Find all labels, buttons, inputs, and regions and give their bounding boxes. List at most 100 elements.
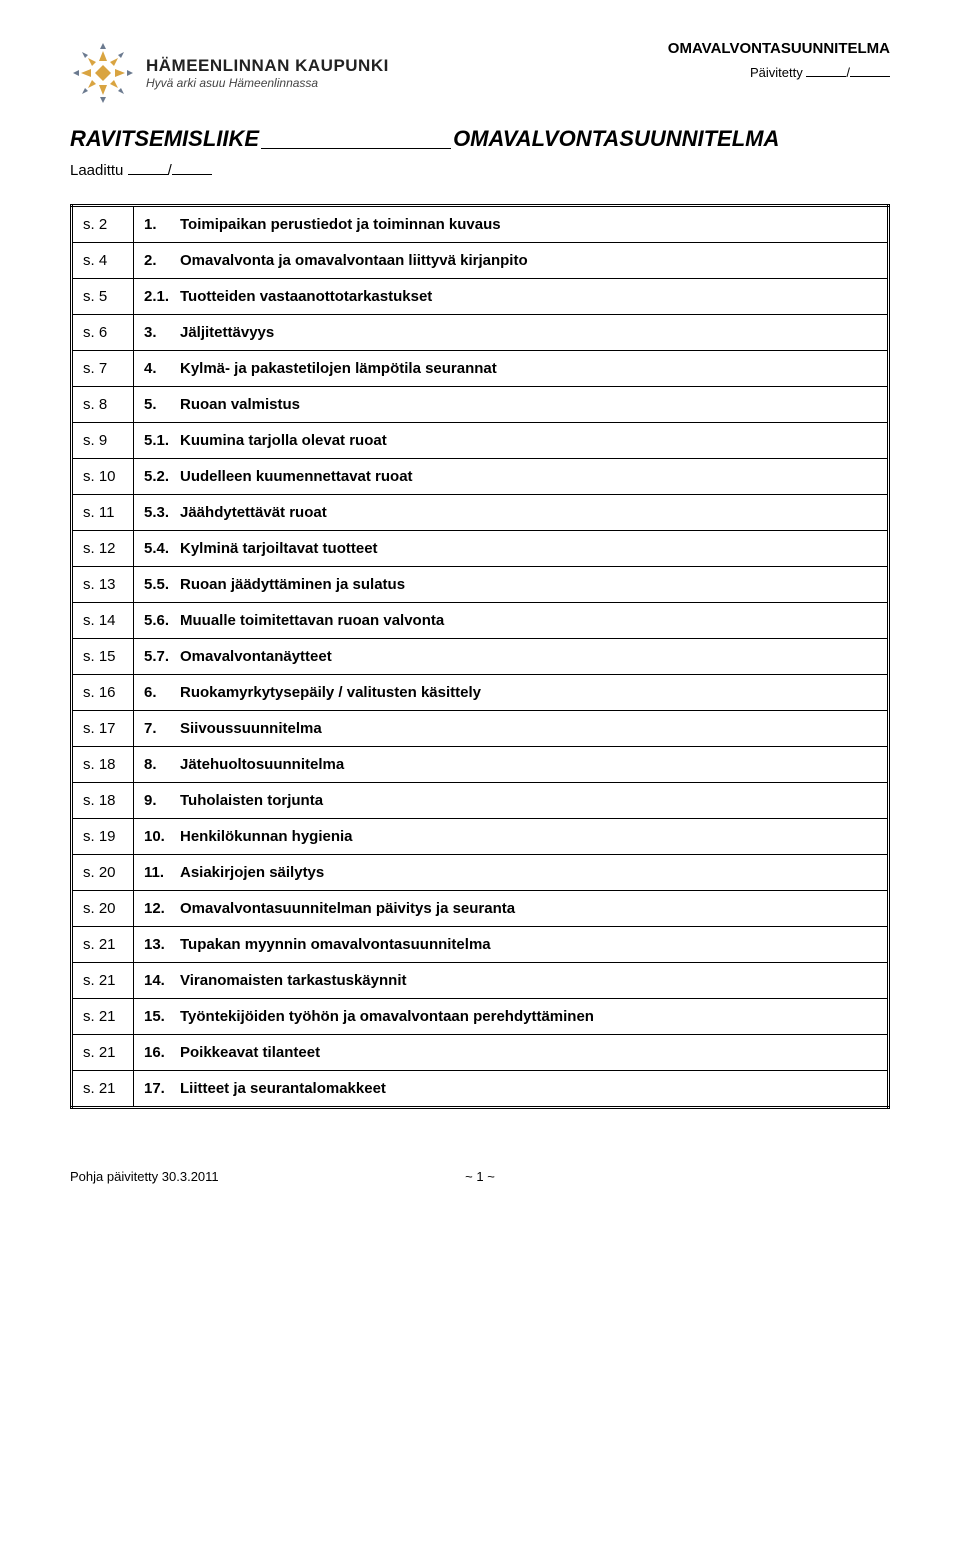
table-row: s. 105.2.Uudelleen kuumennettavat ruoat [72, 459, 889, 495]
doc-title-top: OMAVALVONTASUUNNITELMA [668, 40, 890, 57]
toc-page-cell: s. 20 [72, 855, 134, 891]
toc-desc-cell: 16.Poikkeavat tilanteet [134, 1035, 889, 1071]
title-right: OMAVALVONTASUUNNITELMA [453, 126, 779, 152]
title-blank-line [261, 123, 451, 149]
table-row: s. 188.Jätehuoltosuunnitelma [72, 747, 889, 783]
toc-text: Jäljitettävyys [174, 324, 274, 341]
toc-text: Henkilökunnan hygienia [174, 828, 353, 845]
table-row: s. 63.Jäljitettävyys [72, 315, 889, 351]
header-right: OMAVALVONTASUUNNITELMA Päivitetty / [668, 40, 890, 80]
toc-num: 3. [144, 324, 174, 341]
toc-text: Tuholaisten torjunta [174, 792, 323, 809]
toc-text: Kylminä tarjoiltavat tuotteet [174, 540, 378, 557]
toc-page-cell: s. 5 [72, 279, 134, 315]
toc-page-cell: s. 16 [72, 675, 134, 711]
page-header: HÄMEENLINNAN KAUPUNKI Hyvä arki asuu Häm… [70, 40, 890, 106]
toc-desc-cell: 9.Tuholaisten torjunta [134, 783, 889, 819]
toc-desc-cell: 8.Jätehuoltosuunnitelma [134, 747, 889, 783]
laadittu-label: Laadittu [70, 162, 123, 179]
toc-num: 2. [144, 252, 174, 269]
toc-desc-cell: 5.5.Ruoan jäädyttäminen ja sulatus [134, 567, 889, 603]
toc-page-cell: s. 18 [72, 747, 134, 783]
toc-desc-cell: 2.1.Tuotteiden vastaanottotarkastukset [134, 279, 889, 315]
toc-text: Muualle toimitettavan ruoan valvonta [174, 612, 444, 629]
toc-desc-cell: 5.3.Jäähdytettävät ruoat [134, 495, 889, 531]
toc-desc-cell: 5.6.Muualle toimitettavan ruoan valvonta [134, 603, 889, 639]
updated-blank-2 [850, 76, 890, 77]
toc-page-cell: s. 7 [72, 351, 134, 387]
page-footer: Pohja päivitetty 30.3.2011 ~ 1 ~ [70, 1169, 890, 1184]
org-name: HÄMEENLINNAN KAUPUNKI [146, 56, 389, 76]
toc-num: 10. [144, 828, 174, 845]
logo-text: HÄMEENLINNAN KAUPUNKI Hyvä arki asuu Häm… [146, 56, 389, 90]
toc-page-cell: s. 18 [72, 783, 134, 819]
toc-desc-cell: 13.Tupakan myynnin omavalvontasuunnitelm… [134, 927, 889, 963]
toc-num: 16. [144, 1044, 174, 1061]
toc-num: 5.5. [144, 576, 174, 593]
footer-page-number: ~ 1 ~ [465, 1169, 495, 1184]
toc-desc-cell: 15.Työntekijöiden työhön ja omavalvontaa… [134, 999, 889, 1035]
toc-text: Tuotteiden vastaanottotarkastukset [174, 288, 432, 305]
table-row: s. 2113.Tupakan myynnin omavalvontasuunn… [72, 927, 889, 963]
toc-num: 11. [144, 864, 174, 881]
toc-num: 5.3. [144, 504, 174, 521]
table-row: s. 52.1.Tuotteiden vastaanottotarkastuks… [72, 279, 889, 315]
toc-page-cell: s. 17 [72, 711, 134, 747]
toc-page-cell: s. 10 [72, 459, 134, 495]
toc-num: 5.4. [144, 540, 174, 557]
table-row: s. 2116.Poikkeavat tilanteet [72, 1035, 889, 1071]
logo-block: HÄMEENLINNAN KAUPUNKI Hyvä arki asuu Häm… [70, 40, 389, 106]
toc-num: 4. [144, 360, 174, 377]
footer-left: Pohja päivitetty 30.3.2011 [70, 1169, 219, 1184]
toc-text: Jätehuoltosuunnitelma [174, 756, 344, 773]
table-row: s. 2011.Asiakirjojen säilytys [72, 855, 889, 891]
toc-desc-cell: 5.2.Uudelleen kuumennettavat ruoat [134, 459, 889, 495]
toc-text: Omavalvonta ja omavalvontaan liittyvä ki… [174, 252, 528, 269]
table-row: s. 21.Toimipaikan perustiedot ja toiminn… [72, 206, 889, 243]
table-row: s. 1910.Henkilökunnan hygienia [72, 819, 889, 855]
updated-blank-1 [806, 76, 846, 77]
toc-num: 2.1. [144, 288, 174, 305]
toc-num: 13. [144, 936, 174, 953]
toc-num: 15. [144, 1008, 174, 1025]
toc-num: 5. [144, 396, 174, 413]
toc-text: Uudelleen kuumennettavat ruoat [174, 468, 413, 485]
toc-page-cell: s. 21 [72, 963, 134, 999]
updated-label: Päivitetty [750, 65, 803, 80]
laadittu-blank-2 [172, 174, 212, 175]
toc-desc-cell: 6.Ruokamyrkytysepäily / valitusten käsit… [134, 675, 889, 711]
table-row: s. 85.Ruoan valmistus [72, 387, 889, 423]
toc-desc-cell: 5.7.Omavalvontanäytteet [134, 639, 889, 675]
toc-desc-cell: 3.Jäljitettävyys [134, 315, 889, 351]
toc-page-cell: s. 14 [72, 603, 134, 639]
toc-num: 5.2. [144, 468, 174, 485]
table-row: s. 2012.Omavalvontasuunnitelman päivitys… [72, 891, 889, 927]
updated-field: Päivitetty / [668, 65, 890, 80]
table-row: s. 135.5.Ruoan jäädyttäminen ja sulatus [72, 567, 889, 603]
toc-page-cell: s. 13 [72, 567, 134, 603]
toc-num: 5.7. [144, 648, 174, 665]
toc-page-cell: s. 20 [72, 891, 134, 927]
toc-desc-cell: 11.Asiakirjojen säilytys [134, 855, 889, 891]
toc-desc-cell: 10.Henkilökunnan hygienia [134, 819, 889, 855]
toc-text: Viranomaisten tarkastuskäynnit [174, 972, 406, 989]
toc-num: 6. [144, 684, 174, 701]
table-row: s. 2114.Viranomaisten tarkastuskäynnit [72, 963, 889, 999]
table-row: s. 42.Omavalvonta ja omavalvontaan liitt… [72, 243, 889, 279]
toc-text: Ruoan jäädyttäminen ja sulatus [174, 576, 405, 593]
main-title-row: RAVITSEMISLIIKE OMAVALVONTASUUNNITELMA [70, 126, 890, 152]
toc-text: Kylmä- ja pakastetilojen lämpötila seura… [174, 360, 497, 377]
toc-page-cell: s. 12 [72, 531, 134, 567]
laadittu-blank-1 [128, 174, 168, 175]
toc-text: Työntekijöiden työhön ja omavalvontaan p… [174, 1008, 594, 1025]
tagline: Hyvä arki asuu Hämeenlinnassa [146, 76, 389, 90]
toc-text: Omavalvontasuunnitelman päivitys ja seur… [174, 900, 515, 917]
toc-text: Tupakan myynnin omavalvontasuunnitelma [174, 936, 491, 953]
table-row: s. 177.Siivoussuunnitelma [72, 711, 889, 747]
table-row: s. 166.Ruokamyrkytysepäily / valitusten … [72, 675, 889, 711]
toc-page-cell: s. 2 [72, 206, 134, 243]
toc-desc-cell: 5.Ruoan valmistus [134, 387, 889, 423]
toc-desc-cell: 5.4.Kylminä tarjoiltavat tuotteet [134, 531, 889, 567]
toc-desc-cell: 1.Toimipaikan perustiedot ja toiminnan k… [134, 206, 889, 243]
toc-text: Ruokamyrkytysepäily / valitusten käsitte… [174, 684, 481, 701]
